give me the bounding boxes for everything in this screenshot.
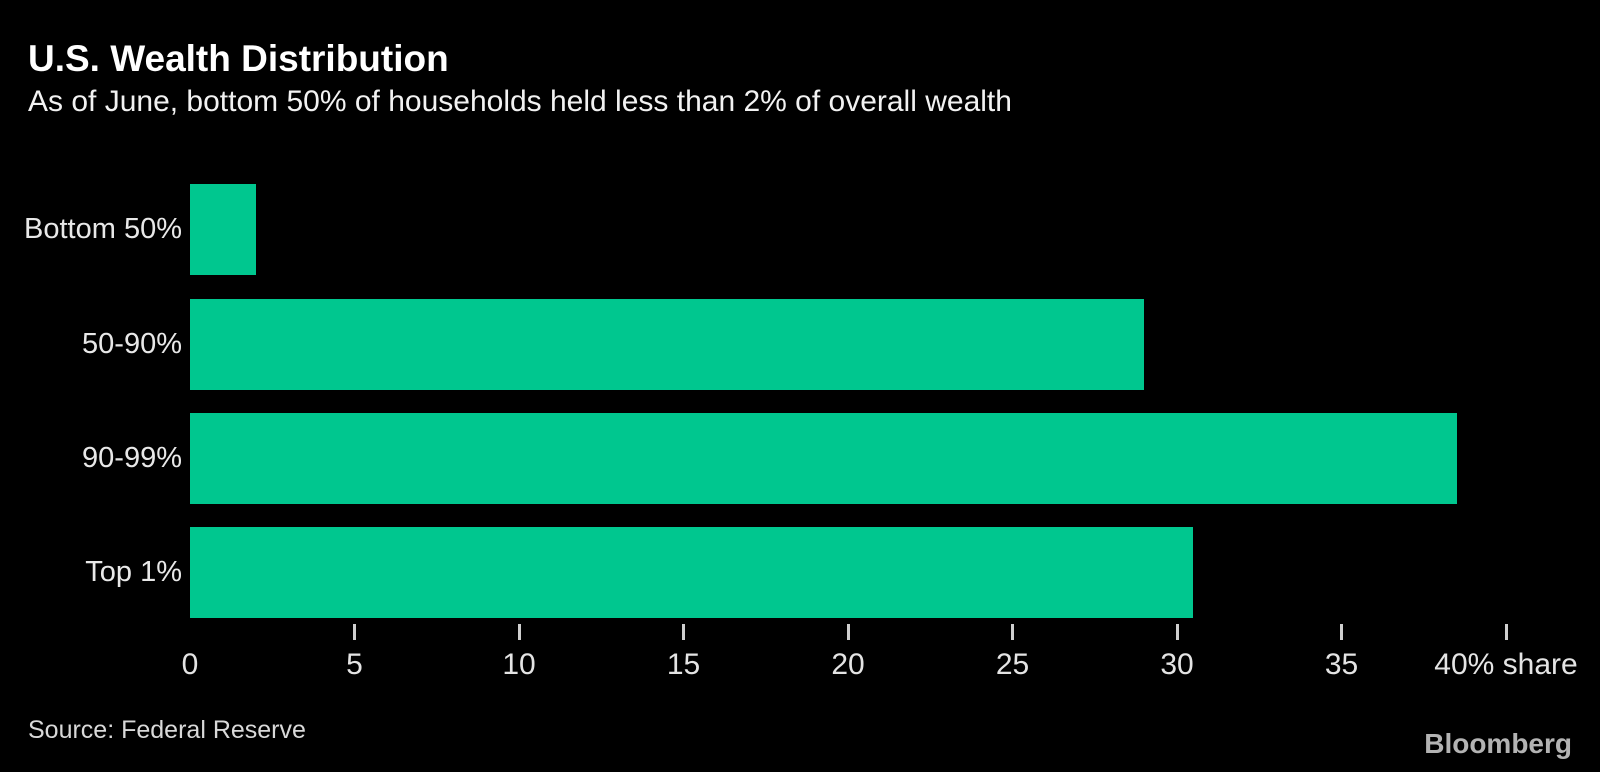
x-axis-tick-label-35: 35 [1324, 648, 1359, 681]
chart-subtitle: As of June, bottom 50% of households hel… [28, 85, 1012, 118]
x-axis-tick-label-20: 20 [831, 648, 865, 681]
x-axis-tick-label-15: 15 [666, 648, 701, 681]
category-label-bottom-50: Bottom 50% [24, 212, 182, 245]
x-axis-tick-10 [517, 624, 521, 640]
x-axis-tick-30 [1175, 624, 1179, 640]
x-axis-tick-25 [1011, 624, 1014, 640]
bar-50-90 [190, 299, 1144, 390]
x-axis-tick-label-0: 0 [181, 648, 199, 681]
x-axis-tick-label-40-share: 40% share [1434, 648, 1578, 681]
bloomberg-logo: Bloomberg [1424, 728, 1572, 759]
bar-90-99 [190, 413, 1457, 504]
category-label-50-90: 50-90% [82, 327, 182, 360]
x-axis-tick-label-25: 25 [995, 648, 1030, 681]
category-label-top-1: Top 1% [85, 555, 182, 588]
x-axis-tick-20 [846, 624, 850, 640]
source-note: Source: Federal Reserve [28, 716, 306, 744]
x-axis-tick-label-10: 10 [502, 648, 536, 681]
x-axis-tick-label-5: 5 [346, 648, 363, 681]
x-axis-tick-5 [353, 624, 356, 640]
category-label-90-99: 90-99% [82, 441, 182, 474]
bar-bottom-50 [190, 184, 256, 275]
x-axis-tick-15 [682, 624, 685, 640]
x-axis-tick-35 [1340, 624, 1343, 640]
x-axis-tick-label-30: 30 [1160, 648, 1194, 681]
chart-title: U.S. Wealth Distribution [28, 38, 449, 79]
bar-top-1 [190, 527, 1193, 618]
x-axis-tick-40 [1504, 624, 1508, 640]
